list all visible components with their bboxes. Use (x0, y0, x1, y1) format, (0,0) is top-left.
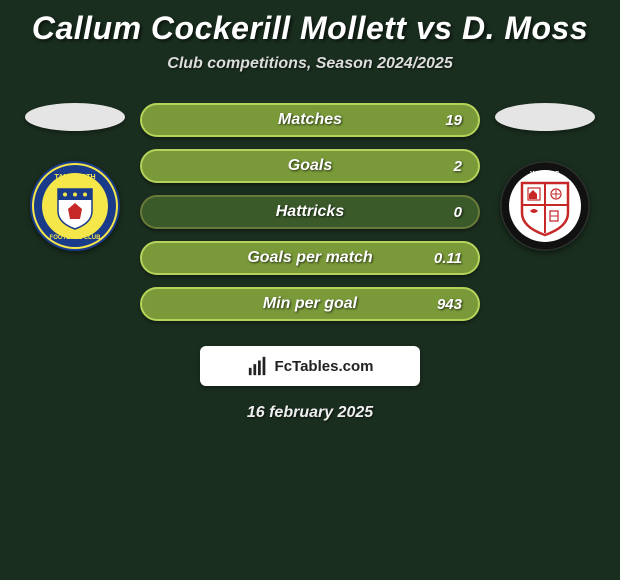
stat-label: Hattricks (198, 203, 422, 221)
svg-text:TAMWORTH: TAMWORTH (54, 174, 95, 181)
stat-bar: Hattricks0 (140, 195, 480, 229)
chart-icon (247, 355, 269, 377)
stat-label: Matches (198, 111, 422, 129)
date-label: 16 february 2025 (0, 404, 620, 422)
stat-right-value: 19 (422, 112, 462, 129)
woking-badge-icon: WOKING (500, 161, 590, 251)
stats-column: Matches19 Goals2 Hattricks0 Goals per match… (140, 103, 480, 321)
tamworth-badge-icon: TAMWORTH FOOTBALL CLUB (30, 161, 120, 251)
stat-right-value: 0.11 (422, 250, 462, 267)
stat-right-value: 943 (422, 296, 462, 313)
left-team-badge: TAMWORTH FOOTBALL CLUB (30, 161, 120, 251)
stat-bar: Goals per match0.11 (140, 241, 480, 275)
right-column: WOKING (495, 103, 595, 251)
stat-label: Min per goal (198, 295, 422, 313)
stat-label: Goals (198, 157, 422, 175)
comparison-title: Callum Cockerill Mollett vs D. Moss (0, 10, 620, 47)
main-row: TAMWORTH FOOTBALL CLUB Matches19 Goals2 Ha… (0, 103, 620, 321)
right-team-badge: WOKING (500, 161, 590, 251)
stat-bar: Min per goal943 (140, 287, 480, 321)
svg-text:FOOTBALL CLUB: FOOTBALL CLUB (50, 235, 102, 241)
stat-bar: Goals2 (140, 149, 480, 183)
left-column: TAMWORTH FOOTBALL CLUB (25, 103, 125, 251)
stat-label: Goals per match (198, 249, 422, 267)
svg-text:WOKING: WOKING (530, 171, 560, 178)
right-oval (495, 103, 595, 131)
stat-right-value: 2 (422, 158, 462, 175)
stat-bar: Matches19 (140, 103, 480, 137)
subtitle: Club competitions, Season 2024/2025 (0, 55, 620, 73)
brand-label: FcTables.com (275, 358, 374, 375)
left-oval (25, 103, 125, 131)
brand-box[interactable]: FcTables.com (200, 346, 420, 386)
stat-right-value: 0 (422, 204, 462, 221)
